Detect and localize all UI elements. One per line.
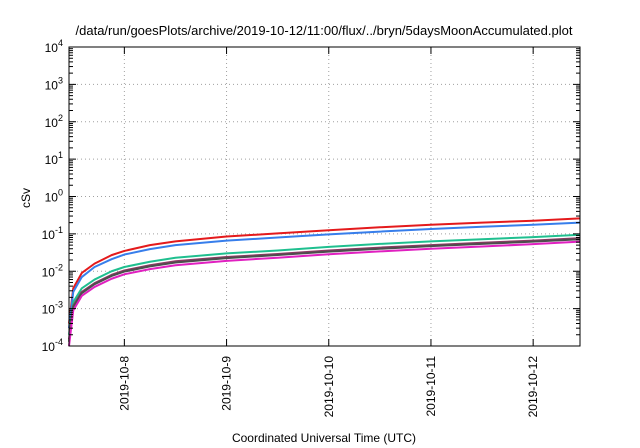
x-tick-label: 2019-10-9 <box>220 356 234 411</box>
series-line-1 <box>68 217 581 324</box>
x-tick-label: 2019-10-11 <box>424 356 438 417</box>
y-tick-label: 104 <box>45 38 63 55</box>
x-tick-label: 2019-10-8 <box>117 356 131 411</box>
y-axis: 10-4 10-3 10-2 10-1 100 101 102 103 104 <box>42 38 580 354</box>
y-tick-label: 10-1 <box>42 225 63 242</box>
x-axis: 2019-10-8 2019-10-9 2019-10-10 2019-10-11 20… <box>117 47 540 417</box>
series-line-3 <box>68 233 581 335</box>
series-layer <box>68 217 581 347</box>
x-axis-label: Coordinated Universal Time (UTC) <box>232 431 416 445</box>
x-tick-label: 2019-10-12 <box>526 356 540 418</box>
y-tick-label: 102 <box>45 113 63 130</box>
y-tick-label: 100 <box>45 188 63 205</box>
y-tick-label: 10-4 <box>42 337 63 354</box>
x-tick-label: 2019-10-10 <box>322 356 336 418</box>
y-tick-label: 103 <box>45 75 63 92</box>
y-axis-label: cSv <box>19 188 33 208</box>
y-tick-label: 10-3 <box>42 300 63 317</box>
y-tick-label: 10-2 <box>42 262 63 279</box>
series-line-5 <box>68 238 581 342</box>
series-line-4 <box>68 237 581 340</box>
grid <box>69 47 580 346</box>
series-line-6 <box>68 240 581 347</box>
series-line-2 <box>68 221 581 329</box>
y-tick-label: 101 <box>45 150 63 167</box>
chart-title: /data/run/goesPlots/archive/2019-10-12/1… <box>76 23 573 38</box>
